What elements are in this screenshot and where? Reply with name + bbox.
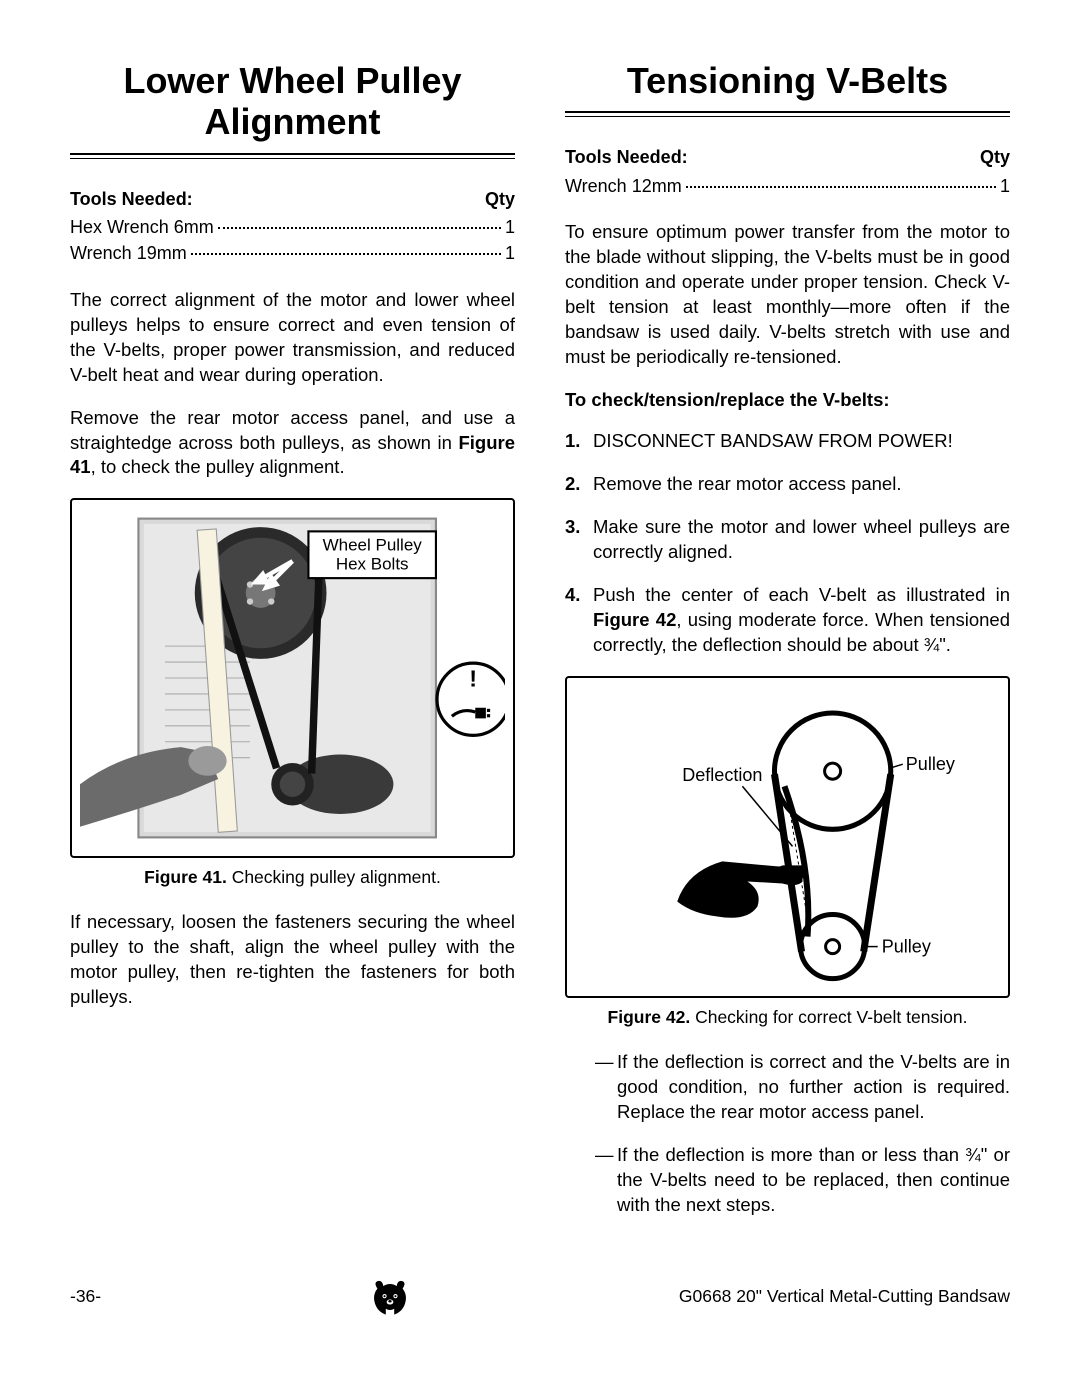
step-text: Push the center of each V-belt as illust… [593,583,1010,658]
em-dash: — [595,1143,617,1218]
page-columns: Lower Wheel Pulley Alignment Tools Neede… [70,60,1010,1236]
page-footer: -36- G0668 20" Vertical Metal-Cutting Ba… [70,1276,1010,1318]
paragraph: To ensure optimum power transfer from th… [565,220,1010,370]
note-text: If the deflection is correct and the V-b… [617,1050,1010,1125]
caption-text: Checking pulley alignment. [227,867,441,887]
step-number: 4. [565,583,593,658]
bear-logo-icon [369,1276,411,1318]
tools-qty-label: Qty [485,187,515,211]
step-text: Remove the rear motor access panel. [593,472,1010,497]
leader-dots [218,227,501,229]
caption-bold: Figure 42. [608,1007,691,1027]
heading-rule [565,111,1010,117]
caption-bold: Figure 41. [144,867,227,887]
text-run: , to check the pulley alignment. [91,456,345,477]
paragraph: Remove the rear motor access panel, and … [70,406,515,481]
step-number: 3. [565,515,593,565]
tool-row: Wrench 12mm 1 [565,174,1010,198]
figure-ref: Figure 42 [593,609,676,630]
right-column: Tensioning V-Belts Tools Needed: Qty Wre… [565,60,1010,1236]
heading-rule [70,153,515,159]
step-item: 3. Make sure the motor and lower wheel p… [565,515,1010,565]
paragraph: The correct alignment of the motor and l… [70,288,515,388]
tools-qty-label: Qty [980,145,1010,169]
figure-41-illustration: Wheel Pulley Hex Bolts ! [80,508,505,848]
tool-name: Hex Wrench 6mm [70,215,214,239]
tool-row: Wrench 19mm 1 [70,241,515,265]
tool-name: Wrench 12mm [565,174,682,198]
step-text: DISCONNECT BANDSAW FROM POWER! [593,429,1010,454]
tool-name: Wrench 19mm [70,241,187,265]
figure-42-box: Deflection Pulley Pulley [565,676,1010,999]
svg-text:!: ! [469,666,477,692]
right-heading: Tensioning V-Belts [565,60,1010,101]
em-dash: — [595,1050,617,1125]
step-number: 1. [565,429,593,454]
text-run: Push the center of each V-belt as illust… [593,584,1010,605]
note-item: — If the deflection is correct and the V… [565,1050,1010,1125]
notes-list: — If the deflection is correct and the V… [565,1050,1010,1218]
tool-qty: 1 [1000,174,1010,198]
step-item: 4. Push the center of each V-belt as ill… [565,583,1010,658]
figure-41-box: Wheel Pulley Hex Bolts ! [70,498,515,858]
tools-header-left: Tools Needed: Qty [70,187,515,211]
paragraph: If necessary, loosen the fasteners secur… [70,910,515,1010]
step-item: 2. Remove the rear motor access panel. [565,472,1010,497]
document-title: G0668 20" Vertical Metal-Cutting Bandsaw [679,1285,1010,1309]
tools-label: Tools Needed: [565,145,688,169]
caption-text: Checking for correct V-belt tension. [690,1007,967,1027]
step-item: 1. DISCONNECT BANDSAW FROM POWER! [565,429,1010,454]
deflection-label: Deflection [682,765,762,785]
note-item: — If the deflection is more than or less… [565,1143,1010,1218]
procedure-heading: To check/tension/replace the V-belts: [565,388,1010,413]
note-text: If the deflection is more than or less t… [617,1143,1010,1218]
step-number: 2. [565,472,593,497]
tool-qty: 1 [505,241,515,265]
text-run: Remove the rear motor access panel, and … [70,407,515,453]
tools-label: Tools Needed: [70,187,193,211]
pulley-label-bottom: Pulley [882,936,931,956]
left-heading: Lower Wheel Pulley Alignment [70,60,515,143]
leader-dots [686,186,996,188]
figure-41-caption: Figure 41. Checking pulley alignment. [70,866,515,890]
figure-42-caption: Figure 42. Checking for correct V-belt t… [565,1006,1010,1030]
left-column: Lower Wheel Pulley Alignment Tools Neede… [70,60,515,1236]
pulley-label-top: Pulley [906,754,955,774]
steps-list: 1. DISCONNECT BANDSAW FROM POWER! 2. Rem… [565,429,1010,658]
leader-dots [191,253,501,255]
figure-42-illustration: Deflection Pulley Pulley [577,696,998,987]
tools-header-right: Tools Needed: Qty [565,145,1010,169]
tool-row: Hex Wrench 6mm 1 [70,215,515,239]
step-text: Make sure the motor and lower wheel pull… [593,515,1010,565]
callout-line2: Hex Bolts [336,555,409,574]
callout-line1: Wheel Pulley [323,536,423,555]
page-number: -36- [70,1285,101,1309]
tool-qty: 1 [505,215,515,239]
